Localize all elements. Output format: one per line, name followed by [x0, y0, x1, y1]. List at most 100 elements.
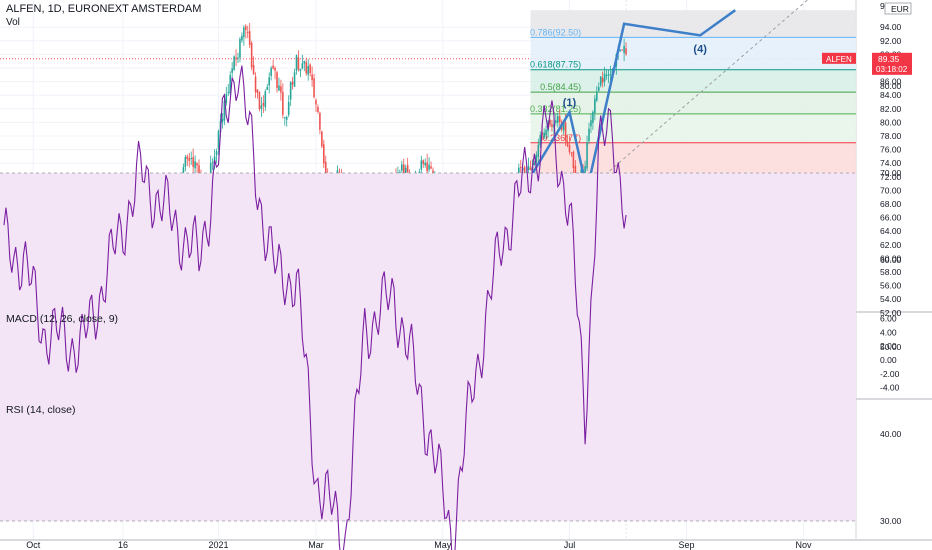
candle-body	[590, 120, 592, 127]
candle-body	[625, 48, 627, 55]
fib-zone	[530, 37, 856, 70]
candle-body	[586, 142, 588, 169]
candle-body	[564, 122, 567, 141]
candle-body	[284, 117, 286, 119]
rsi-panel	[0, 65, 856, 550]
candle-body	[311, 74, 313, 81]
currency-label: EUR	[891, 4, 909, 14]
candle-body	[215, 151, 218, 155]
candle-body	[280, 86, 282, 93]
price-tick-label: 9	[880, 1, 885, 11]
candle-body	[299, 68, 302, 71]
fib-level-label: 0.5(84.45)	[540, 82, 581, 92]
candle-body	[551, 124, 553, 127]
candle-body	[568, 145, 571, 152]
candle-body	[307, 66, 309, 75]
rsi-tick-label: 50.00	[880, 342, 902, 352]
candle-body	[601, 77, 604, 83]
candle-body	[246, 31, 249, 33]
candle-body	[537, 144, 540, 158]
candle-body	[545, 129, 547, 136]
candle-body	[584, 166, 586, 175]
time-tick-label: 16	[118, 540, 128, 550]
candle-body	[303, 60, 306, 64]
time-tick-label: Oct	[26, 540, 41, 550]
candle-body	[276, 72, 278, 89]
candle-body	[223, 101, 226, 121]
candle-body	[239, 39, 241, 58]
candle-body	[198, 165, 200, 178]
candle-body	[607, 74, 610, 76]
candle-body	[570, 152, 573, 154]
symbol-title[interactable]: ALFEN, 1D, EURONEXT AMSTERDAM	[6, 3, 202, 15]
fib-zone	[530, 10, 856, 38]
candle-body	[262, 102, 265, 106]
candle-body	[260, 105, 263, 110]
price-tick-label: 62.00	[880, 240, 902, 250]
candle-body	[596, 92, 598, 101]
candle-body	[211, 162, 214, 164]
candle-body	[301, 63, 304, 69]
time-axis[interactable]: Oct 16 2021 Mar May Jul Sep Nov	[26, 540, 812, 550]
rsi-legend[interactable]: RSI (14, close)	[6, 404, 76, 416]
wave-path	[453, 9, 736, 304]
candle-body	[555, 120, 557, 123]
candle-body	[270, 67, 272, 76]
candle-body	[566, 142, 569, 147]
price-tick-label: 94.00	[880, 22, 902, 32]
candle-body	[527, 166, 530, 170]
candle-body	[424, 162, 426, 166]
candle-body	[305, 62, 308, 74]
candle-body	[323, 144, 325, 164]
candle-body	[282, 92, 284, 115]
price-tick-label: 86.00	[880, 77, 902, 87]
candle-body	[287, 101, 290, 115]
candle-body	[535, 154, 538, 163]
candle-body	[313, 78, 315, 98]
candle-body	[562, 122, 565, 131]
price-tick-label: 64.00	[880, 226, 902, 236]
symbol-tag	[822, 52, 856, 64]
macd-tick-label: -4.00	[880, 383, 900, 393]
candle-body	[597, 87, 600, 91]
rsi-tick-label: 40.00	[880, 429, 902, 439]
price-tick-label: 76.00	[880, 145, 902, 155]
volume-label[interactable]: Vol	[6, 17, 20, 28]
candle-body	[406, 165, 409, 173]
price-tag-countdown: 03:18:02	[876, 65, 908, 74]
price-tick-label: 82.00	[880, 104, 902, 114]
fib-zone	[530, 113, 856, 143]
macd-legend[interactable]: MACD (12, 26, close, 9)	[6, 313, 119, 325]
candle-body	[297, 57, 300, 70]
fib-zone	[530, 92, 856, 114]
candle-body	[543, 132, 545, 138]
candle-body	[594, 98, 596, 113]
candle-body	[266, 86, 269, 90]
candle-body	[519, 167, 522, 169]
candle-body	[420, 160, 423, 170]
price-tick-label: 80.00	[880, 117, 902, 127]
candle-body	[404, 167, 407, 176]
candle-body	[533, 163, 536, 166]
candle-body	[250, 42, 253, 68]
candle-body	[190, 157, 192, 159]
candle-body	[241, 35, 243, 41]
fib-level-label: 0.618(87.75)	[530, 60, 581, 70]
candle-body	[558, 116, 561, 123]
candle-body	[231, 68, 233, 73]
macd-tick-label: 0.00	[880, 355, 897, 365]
price-tick-label: 58.00	[880, 267, 902, 277]
candle-body	[235, 57, 237, 60]
time-tick-label: Jul	[564, 540, 576, 550]
price-axis[interactable]: 94.0092.0090.0088.0086.0084.0082.0080.00…	[822, 1, 912, 526]
fib-level-label: 0.236(77)	[543, 133, 582, 143]
candle-body	[209, 162, 212, 182]
candle-body	[599, 76, 602, 86]
candle-body	[252, 64, 255, 75]
candle-body	[295, 55, 298, 71]
time-tick-label: 2021	[208, 540, 228, 550]
candle-body	[258, 92, 261, 110]
candle-body	[291, 81, 294, 85]
candle-body	[428, 164, 430, 170]
fib-level-label: 0.382(81.25)	[530, 104, 581, 114]
